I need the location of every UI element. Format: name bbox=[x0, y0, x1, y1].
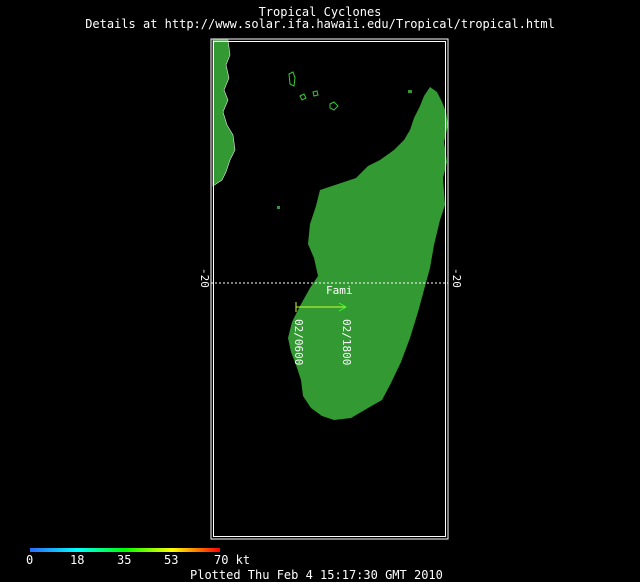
comoros-islands bbox=[288, 71, 339, 111]
scale-tick-18: 18 bbox=[70, 553, 85, 567]
madagascar-landmass bbox=[288, 87, 448, 420]
latitude-label-right: -20 bbox=[450, 268, 463, 288]
map-frame-outer bbox=[210, 38, 449, 540]
storm-name: Fami bbox=[326, 284, 353, 297]
plotted-timestamp: Plotted Thu Feb 4 15:17:30 GMT 2010 bbox=[190, 568, 443, 582]
mozambique-coastline bbox=[212, 39, 236, 187]
latitude-label-left: -20 bbox=[198, 268, 211, 288]
chart-subtitle: Details at http://www.solar.ifa.hawaii.e… bbox=[85, 17, 555, 31]
scale-tick-70: 70 kt bbox=[214, 553, 251, 567]
track-label-1800: 02/1800 bbox=[340, 319, 353, 365]
intensity-color-bar bbox=[30, 548, 220, 552]
storm-track-arrowhead bbox=[338, 302, 348, 312]
scale-tick-53: 53 bbox=[164, 553, 179, 567]
scale-tick-0: 0 bbox=[26, 553, 34, 567]
scale-tick-35: 35 bbox=[117, 553, 132, 567]
chart-title: Tropical Cyclones bbox=[258, 5, 382, 19]
track-label-0600: 02/0600 bbox=[292, 319, 305, 365]
map-frame-inner bbox=[213, 41, 446, 537]
